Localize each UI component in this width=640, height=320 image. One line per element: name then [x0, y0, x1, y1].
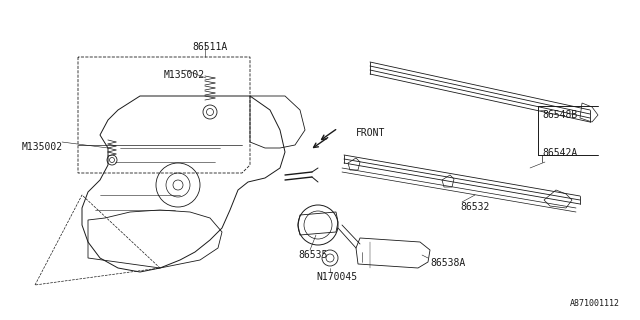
Text: 86532: 86532 [460, 202, 490, 212]
Text: 86548B: 86548B [542, 110, 577, 120]
Text: FRONT: FRONT [356, 128, 385, 138]
Text: M135002: M135002 [22, 142, 63, 152]
Text: 86535: 86535 [298, 250, 328, 260]
Text: 86542A: 86542A [542, 148, 577, 158]
Text: A871001112: A871001112 [570, 299, 620, 308]
Text: N170045: N170045 [316, 272, 357, 282]
Text: 86511A: 86511A [192, 42, 227, 52]
Text: M135002: M135002 [164, 70, 205, 80]
Text: 86538A: 86538A [430, 258, 465, 268]
